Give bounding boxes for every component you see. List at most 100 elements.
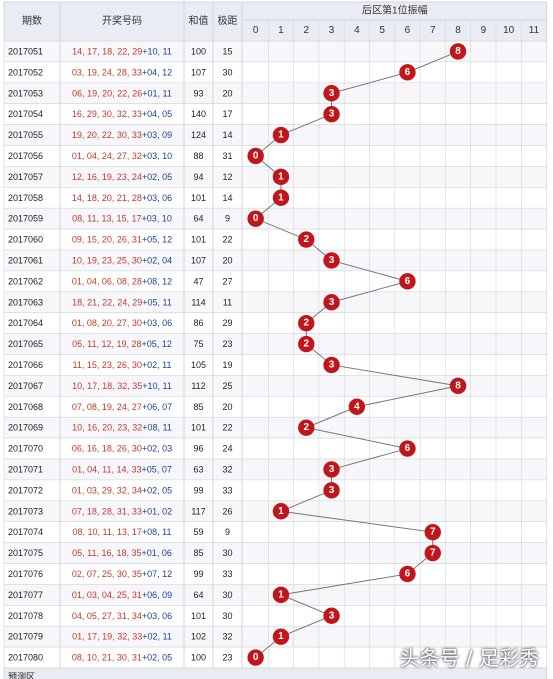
span-cell: 22 — [222, 235, 232, 245]
data-point — [298, 231, 315, 248]
sum-cell: 93 — [193, 88, 203, 98]
issue-cell: 2017057 — [8, 172, 43, 182]
span-cell: 26 — [222, 506, 232, 516]
front-numbers: 02, 07, 25, 30, 35 — [72, 569, 142, 579]
sum-cell: 112 — [191, 381, 205, 391]
data-point — [247, 649, 264, 666]
numbers-cell: 01, 03, 29, 32, 34+02, 05 — [72, 485, 172, 495]
back-numbers: +02, 11 — [142, 632, 172, 642]
issue-cell: 2017065 — [8, 339, 43, 349]
issue-cell: 2017079 — [8, 632, 43, 642]
numbers-cell: 01, 04, 11, 14, 33+05, 07 — [72, 464, 172, 474]
numbers-cell: 01, 03, 04, 25, 31+06, 09 — [72, 590, 172, 600]
data-point-label: 4 — [354, 401, 360, 412]
data-point-label: 7 — [430, 527, 436, 538]
back-numbers: +04, 05 — [142, 109, 172, 119]
x-tick-label: 2 — [303, 25, 309, 36]
data-point-label: 1 — [278, 589, 284, 600]
watermark: 头条号 / 足彩秀 — [399, 646, 539, 670]
span-cell: 33 — [222, 485, 232, 495]
issue-cell: 2017051 — [8, 46, 43, 56]
sum-cell: 85 — [193, 548, 203, 558]
data-point — [323, 607, 340, 624]
span-cell: 17 — [222, 109, 232, 119]
front-numbers: 01, 08, 20, 27, 30 — [72, 318, 142, 328]
span-cell: 19 — [222, 360, 232, 370]
data-point-label: 8 — [455, 380, 461, 391]
sum-cell: 85 — [193, 402, 203, 412]
data-point-label: 2 — [303, 318, 309, 329]
data-point-label: 3 — [329, 610, 335, 621]
footer-label: 预测区 — [8, 672, 35, 679]
data-point — [272, 189, 290, 206]
back-numbers: +02, 05 — [142, 485, 172, 495]
issue-cell: 2017076 — [8, 569, 43, 579]
data-point — [399, 64, 416, 81]
front-numbers: 19, 20, 22, 30, 33 — [72, 130, 142, 140]
back-numbers: +06, 09 — [142, 590, 172, 600]
numbers-cell: 08, 10, 11, 13, 17+08, 11 — [72, 527, 171, 537]
front-numbers: 16, 29, 30, 32, 33 — [72, 109, 142, 119]
sum-cell: 99 — [193, 569, 203, 579]
x-tick-label: 6 — [405, 25, 411, 36]
front-numbers: 10, 16, 20, 23, 32 — [72, 423, 142, 433]
span-cell: 14 — [222, 130, 232, 140]
numbers-cell: 09, 15, 20, 26, 31+05, 12 — [72, 235, 172, 245]
issue-cell: 2017056 — [8, 151, 43, 161]
sum-cell: 86 — [193, 318, 203, 328]
sum-cell: 101 — [191, 423, 206, 433]
data-point-label: 6 — [405, 67, 411, 78]
numbers-cell: 01, 17, 19, 32, 33+02, 11 — [72, 632, 172, 642]
sum-cell: 47 — [193, 276, 203, 286]
front-numbers: 10, 19, 23, 25, 30 — [72, 255, 142, 265]
data-point-label: 3 — [329, 88, 335, 99]
span-cell: 23 — [222, 653, 232, 663]
x-tick-label: 3 — [329, 25, 335, 36]
data-point-label: 1 — [278, 506, 284, 517]
sum-cell: 59 — [193, 527, 203, 537]
span-cell: 9 — [225, 527, 230, 537]
front-numbers: 05, 11, 12, 19, 28 — [72, 339, 141, 349]
sum-cell: 100 — [191, 46, 206, 56]
front-numbers: 05, 11, 16, 18, 35 — [72, 548, 141, 558]
back-numbers: +01, 06 — [142, 548, 172, 558]
span-cell: 30 — [222, 611, 232, 621]
numbers-cell: 02, 07, 25, 30, 35+07, 12 — [72, 569, 172, 579]
data-point — [424, 544, 441, 562]
span-cell: 32 — [222, 632, 232, 642]
data-point-label: 3 — [329, 297, 335, 308]
back-numbers: +03, 06 — [142, 193, 172, 203]
back-numbers: +06, 07 — [142, 402, 172, 412]
data-point — [323, 294, 340, 311]
data-point — [399, 565, 416, 583]
sum-cell: 99 — [193, 485, 203, 495]
data-point — [247, 210, 264, 227]
issue-cell: 2017058 — [8, 193, 43, 203]
sum-cell: 105 — [191, 360, 206, 370]
span-cell: 22 — [222, 423, 232, 433]
issue-cell: 2017067 — [8, 381, 43, 391]
sum-cell: 100 — [191, 653, 206, 663]
data-point-label: 8 — [455, 46, 461, 57]
header-sum: 和值 — [189, 14, 209, 27]
numbers-cell: 04, 05, 27, 31, 34+03, 06 — [72, 611, 172, 621]
issue-cell: 2017073 — [8, 506, 43, 516]
data-point-label: 2 — [303, 234, 309, 245]
numbers-cell: 07, 08, 19, 24, 27+06, 07 — [72, 402, 172, 412]
numbers-cell: 10, 16, 20, 23, 32+08, 11 — [72, 423, 172, 433]
span-cell: 24 — [222, 444, 232, 454]
data-point — [399, 273, 416, 290]
front-numbers: 08, 11, 13, 15, 17 — [72, 214, 141, 224]
x-tick-label: 10 — [503, 25, 515, 36]
x-tick-label: 11 — [529, 25, 540, 36]
data-point — [272, 168, 290, 186]
header-issue: 期数 — [22, 14, 42, 27]
back-numbers: +02, 05 — [142, 172, 172, 182]
back-numbers: +10, 11 — [142, 46, 172, 56]
data-point-label: 3 — [329, 464, 335, 475]
x-tick-label: 4 — [354, 25, 360, 36]
x-tick-label: 9 — [481, 25, 487, 36]
sum-cell: 114 — [191, 297, 205, 307]
data-point-label: 1 — [278, 192, 284, 203]
